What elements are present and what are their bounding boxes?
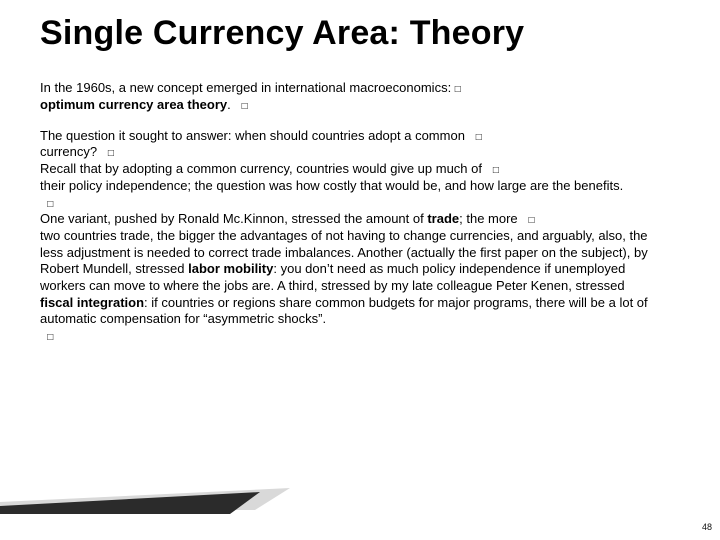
body-text: In the 1960s, a new concept emerged in i… — [40, 80, 660, 345]
para2-variant-lead: One variant, pushed by Ronald Mc.Kinnon,… — [40, 211, 427, 226]
labor-word: labor mobility — [188, 261, 273, 276]
page-number: 48 — [702, 522, 712, 532]
page-title: Single Currency Area: Theory — [40, 14, 680, 53]
trade-word: trade — [427, 211, 459, 226]
note-marker-icon: □ — [47, 332, 53, 343]
para2-variant-after-a: ; the more — [459, 211, 518, 226]
note-marker-icon: □ — [529, 215, 535, 226]
footer-decoration-icon — [0, 488, 290, 514]
para2-recall-a: Recall that by adopting a common currenc… — [40, 161, 482, 176]
para2-q1-a: The question it sought to answer: when s… — [40, 128, 465, 143]
note-marker-icon: □ — [108, 148, 114, 159]
slide: Single Currency Area: Theory In the 1960… — [0, 0, 720, 540]
paragraph-2: The question it sought to answer: when s… — [40, 128, 660, 345]
note-marker-icon: □ — [476, 132, 482, 143]
para1-bold: optimum currency area theory — [40, 97, 227, 112]
paragraph-1: In the 1960s, a new concept emerged in i… — [40, 80, 660, 114]
note-marker-icon: □ — [47, 199, 53, 210]
para1-intro: In the 1960s, a new concept emerged in i… — [40, 80, 455, 95]
fiscal-word: fiscal integration — [40, 295, 144, 310]
para2-q1-b: currency? — [40, 144, 97, 159]
para1-after: . — [227, 97, 231, 112]
para2-recall-b: their policy independence; the question … — [40, 178, 623, 193]
note-marker-icon: □ — [493, 165, 499, 176]
note-marker-icon: □ — [455, 84, 461, 95]
note-marker-icon: □ — [242, 101, 248, 112]
